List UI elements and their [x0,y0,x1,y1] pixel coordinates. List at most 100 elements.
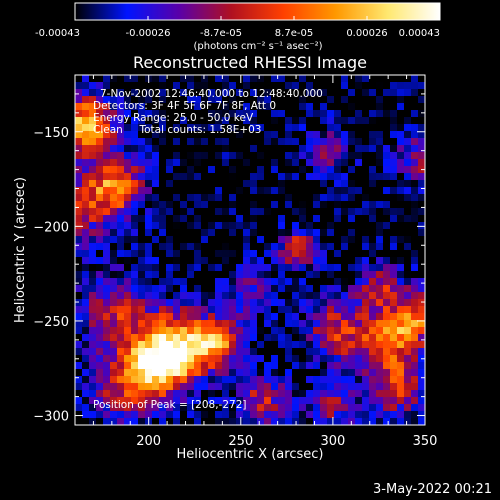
heatmap-cell [236,285,244,293]
heatmap-cell [285,327,293,335]
heatmap-cell [299,194,307,202]
heatmap-cell [138,117,146,125]
heatmap-cell [201,285,209,293]
heatmap-cell [131,75,139,83]
heatmap-cell [362,327,370,335]
heatmap-cell [110,215,118,223]
heatmap-cell [334,166,342,174]
heatmap-cell [348,271,356,279]
heatmap-cell [173,173,181,181]
heatmap-cell [194,376,202,384]
heatmap-cell [75,376,83,384]
heatmap-cell [75,285,83,293]
heatmap-cell [320,145,328,153]
heatmap-cell [404,264,412,272]
heatmap-cell [152,292,160,300]
heatmap-cell [124,341,132,349]
heatmap-cell [341,96,349,104]
heatmap-cell [397,369,405,377]
heatmap-cell [327,103,335,111]
heatmap-cell [215,145,223,153]
heatmap-cell [348,208,356,216]
heatmap-cell [229,110,237,118]
heatmap-cell [180,131,188,139]
heatmap-cell [320,292,328,300]
heatmap-cell [89,243,97,251]
heatmap-cell [362,173,370,181]
heatmap-cell [152,208,160,216]
heatmap-cell [257,229,265,237]
heatmap-cell [271,383,279,391]
heatmap-cell [257,124,265,132]
heatmap-cell [82,257,90,265]
heatmap-cell [306,285,314,293]
heatmap-cell [103,124,111,132]
heatmap-cell [271,341,279,349]
heatmap-cell [285,355,293,363]
heatmap-cell [383,320,391,328]
heatmap-cell [243,418,251,426]
heatmap-cell [334,180,342,188]
heatmap-cell [355,152,363,160]
heatmap-cell [145,383,153,391]
heatmap-cell [285,180,293,188]
heatmap-cell [299,369,307,377]
heatmap-cell [236,124,244,132]
heatmap-cell [369,327,377,335]
heatmap-cell [145,89,153,97]
heatmap-cell [159,187,167,195]
heatmap-cell [376,173,384,181]
heatmap-cell [411,152,419,160]
heatmap-cell [110,369,118,377]
heatmap-cell [327,166,335,174]
heatmap-cell [362,194,370,202]
heatmap-cell [75,180,83,188]
heatmap-cell [96,341,104,349]
heatmap-cell [229,306,237,314]
heatmap-cell [264,159,272,167]
heatmap-cell [250,250,258,258]
heatmap-cell [250,397,258,405]
heatmap-cell [194,159,202,167]
heatmap-cell [264,103,272,111]
heatmap-cell [159,243,167,251]
heatmap-cell [362,334,370,342]
heatmap-cell [194,278,202,286]
heatmap-cell [138,397,146,405]
heatmap-cell [299,397,307,405]
heatmap-cell [348,222,356,230]
heatmap-cell [404,131,412,139]
heatmap-cell [89,383,97,391]
heatmap-cell [334,201,342,209]
heatmap-cell [390,306,398,314]
heatmap-cell [215,89,223,97]
heatmap-cell [369,110,377,118]
heatmap-cell [236,348,244,356]
heatmap-cell [390,278,398,286]
heatmap-cell [110,96,118,104]
heatmap-cell [117,89,125,97]
heatmap-cell [404,306,412,314]
heatmap-cell [306,187,314,195]
heatmap-cell [355,278,363,286]
heatmap-cell [166,82,174,90]
heatmap-cell [369,152,377,160]
heatmap-cell [327,110,335,118]
heatmap-cell [215,264,223,272]
heatmap-cell [110,306,118,314]
heatmap-cell [355,145,363,153]
heatmap-cell [96,250,104,258]
heatmap-cell [152,103,160,111]
heatmap-cell [334,208,342,216]
heatmap-cell [138,173,146,181]
heatmap-cell [82,348,90,356]
heatmap-cell [96,285,104,293]
heatmap-cell [75,418,83,426]
heatmap-cell [334,341,342,349]
heatmap-cell [313,159,321,167]
heatmap-cell [208,362,216,370]
heatmap-cell [369,306,377,314]
heatmap-cell [124,369,132,377]
heatmap-cell [320,222,328,230]
heatmap-cell [320,159,328,167]
